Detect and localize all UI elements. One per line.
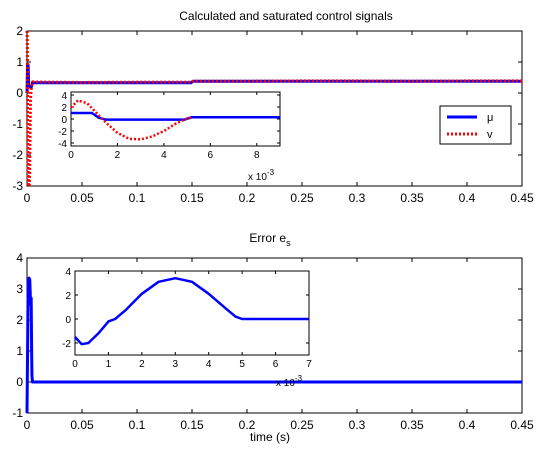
- x-tick-label: 0.2: [239, 191, 256, 205]
- x-tick-label: 0.4: [459, 191, 476, 205]
- y-tick-label: 1: [16, 55, 23, 69]
- x-tick-label: 0.05: [70, 191, 94, 205]
- x-tick-label: 0.15: [180, 191, 204, 205]
- series-line-1: [25, 276, 522, 414]
- legend-label-mu: μ: [487, 112, 493, 124]
- y-tick-label: 3: [16, 282, 23, 296]
- chart-title: Error es: [249, 231, 291, 248]
- x-tick-label: 0.15: [180, 418, 204, 432]
- x-tick-label: 0: [72, 359, 78, 370]
- x-tick-label: 0.05: [70, 418, 94, 432]
- x-tick-label: 0.25: [290, 191, 314, 205]
- x-tick-label: 8: [254, 150, 260, 161]
- y-tick-label: -1: [12, 117, 23, 131]
- x-tick-label: 0: [24, 191, 31, 205]
- inset-multiplier: x 10-3: [276, 374, 303, 389]
- y-tick-label: 0: [65, 315, 71, 326]
- x-tick-label: 0.45: [510, 191, 534, 205]
- x-tick-label: 4: [161, 150, 167, 161]
- x-tick-label: 0.3: [349, 418, 366, 432]
- y-tick-label: -4: [58, 139, 67, 150]
- error-chart: Error es 0 0.05 0.1 0.15 0.2 0.25 0.3 0.35 0.4 0.…: [12, 231, 534, 444]
- control-signals-chart: Calculated and saturated control signals…: [12, 9, 534, 205]
- x-tick-label: 6: [273, 359, 279, 370]
- x-axis-label: time (s): [250, 430, 290, 444]
- series-line-2: [25, 30, 522, 188]
- inset-multiplier: x 10-3: [248, 168, 275, 183]
- x-tick-label: 0.35: [400, 418, 424, 432]
- y-tick-label: 2: [65, 291, 71, 302]
- y-tick-label: -2: [62, 339, 71, 350]
- x-tick-label: 0.2: [239, 418, 256, 432]
- y-tick-label: 1: [16, 344, 23, 358]
- x-tick-label: 0.4: [459, 418, 476, 432]
- inset-plot-area: [74, 270, 310, 356]
- x-tick-label: 0.25: [290, 418, 314, 432]
- x-tick-label: 3: [173, 359, 179, 370]
- series-line-1: [71, 111, 280, 121]
- x-tick-label: 1: [106, 359, 112, 370]
- x-tick-label: 0.1: [129, 191, 146, 205]
- y-tick-label: 4: [16, 251, 23, 265]
- y-tick-label: 0: [16, 86, 23, 100]
- x-tick-label: 7: [306, 359, 312, 370]
- y-tick-label: -2: [58, 127, 67, 138]
- series-line-1: [74, 276, 309, 346]
- y-tick-label: -3: [12, 179, 23, 193]
- y-tick-label: 2: [61, 103, 67, 114]
- x-tick-label: 0.45: [510, 418, 534, 432]
- x-tick-label: 0.35: [400, 191, 424, 205]
- x-tick-label: 6: [208, 150, 214, 161]
- series-line-2: [70, 99, 192, 141]
- y-tick-label: 4: [61, 91, 67, 102]
- x-tick-label: 0: [24, 418, 31, 432]
- x-tick-label: 4: [206, 359, 212, 370]
- x-tick-label: 2: [115, 150, 121, 161]
- y-tick-label: -2: [12, 148, 23, 162]
- x-tick-label: 0.3: [349, 191, 366, 205]
- y-tick-label: -1: [12, 406, 23, 420]
- x-tick-label: 5: [239, 359, 245, 370]
- y-tick-label: 0: [61, 115, 67, 126]
- y-tick-label: 2: [16, 24, 23, 38]
- x-tick-label: 0.1: [129, 418, 146, 432]
- chart-title: Calculated and saturated control signals: [179, 9, 392, 23]
- legend: μ v: [439, 105, 512, 145]
- y-tick-label: 0: [16, 375, 23, 389]
- legend-label-v: v: [487, 129, 493, 141]
- x-tick-label: 0: [68, 150, 74, 161]
- y-tick-label: 4: [65, 267, 71, 278]
- x-tick-label: 2: [139, 359, 145, 370]
- y-tick-label: 2: [16, 313, 23, 327]
